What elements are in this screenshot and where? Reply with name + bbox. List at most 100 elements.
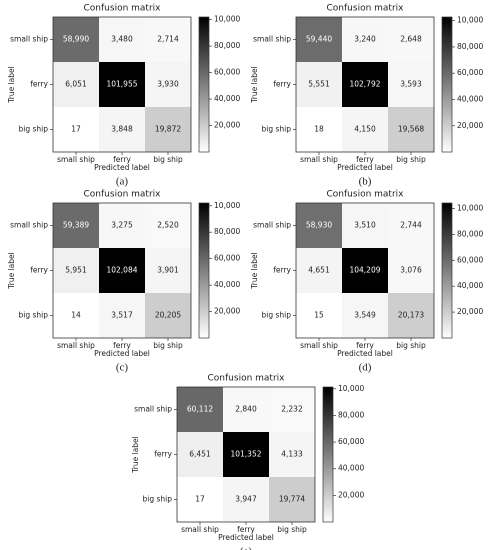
- cell-label: 2,840: [235, 405, 257, 414]
- cell: [177, 477, 223, 522]
- cell-label: 19,568: [398, 125, 424, 134]
- panel-label: (c): [116, 362, 129, 374]
- colorbar-tick-label: 10,000: [457, 203, 483, 212]
- cell-label: 2,232: [281, 405, 303, 414]
- y-axis-label: True label: [250, 66, 259, 103]
- colorbar-tick-label: 40,000: [457, 281, 483, 290]
- y-axis-label: True label: [7, 66, 16, 103]
- y-tick-label: big ship: [143, 495, 173, 504]
- cell: [53, 203, 99, 248]
- cell: [53, 17, 99, 62]
- y-tick-label: small ship: [10, 35, 48, 44]
- cell: [388, 203, 434, 248]
- colorbar-tick-label: 10,000: [338, 384, 364, 393]
- cell: [269, 387, 315, 432]
- cell: [145, 203, 191, 248]
- x-tick-label: small ship: [57, 155, 95, 164]
- colorbar-tick-label: 60,000: [214, 254, 240, 263]
- cell: [342, 107, 388, 152]
- cell-label: 19,774: [279, 495, 305, 504]
- cell-label: 101,352: [230, 450, 261, 459]
- cell: [99, 203, 145, 248]
- y-tick-label: big ship: [19, 311, 49, 320]
- cell-label: 5,551: [308, 80, 330, 89]
- cell-label: 3,076: [400, 266, 422, 275]
- x-axis-label: Predicted label: [337, 349, 393, 358]
- cell-label: 2,520: [157, 221, 179, 230]
- cell: [177, 432, 223, 477]
- cell-label: 60,112: [187, 405, 213, 414]
- cell: [53, 107, 99, 152]
- cell-label: 59,440: [306, 35, 332, 44]
- x-axis-label: Predicted label: [337, 163, 393, 172]
- colorbar-tick-label: 20,000: [457, 307, 483, 316]
- cell: [223, 477, 269, 522]
- colorbar-tick-label: 80,000: [457, 42, 483, 51]
- cell-label: 4,150: [354, 125, 376, 134]
- colorbar-tick-label: 60,000: [457, 68, 483, 77]
- cell: [296, 17, 342, 62]
- colorbar-tick-label: 40,000: [214, 94, 240, 103]
- colorbar-tick-label: 80,000: [214, 227, 240, 236]
- colorbar-tick-label: 20,000: [214, 121, 240, 130]
- cell-label: 58,930: [306, 221, 332, 230]
- colorbar-tick-label: 80,000: [214, 41, 240, 50]
- cell: [99, 62, 145, 107]
- cell: [296, 203, 342, 248]
- cell: [342, 203, 388, 248]
- colorbar-tick-label: 40,000: [338, 464, 364, 473]
- cell: [223, 432, 269, 477]
- cell-label: 3,240: [354, 35, 376, 44]
- cell-label: 4,133: [281, 450, 303, 459]
- x-tick-label: ferry: [113, 155, 131, 164]
- cell: [388, 107, 434, 152]
- cell-label: 6,051: [65, 80, 87, 89]
- cell-label: 3,480: [111, 35, 133, 44]
- y-tick-label: small ship: [134, 405, 172, 414]
- colorbar: [198, 202, 210, 339]
- cell: [296, 107, 342, 152]
- x-axis-label: Predicted label: [94, 349, 150, 358]
- cell-label: 2,744: [400, 221, 422, 230]
- y-tick-label: ferry: [273, 80, 291, 89]
- panel-title: Confusion matrix: [208, 374, 286, 384]
- colorbar-tick-label: 20,000: [457, 121, 483, 130]
- cell-label: 15: [314, 311, 324, 320]
- x-tick-label: small ship: [300, 341, 338, 350]
- cell: [223, 387, 269, 432]
- colorbar: [198, 16, 210, 153]
- y-tick-label: big ship: [19, 125, 49, 134]
- y-tick-label: ferry: [30, 80, 48, 89]
- x-tick-label: ferry: [356, 155, 374, 164]
- panel-label: (b): [359, 176, 372, 188]
- colorbar-tick-label: 40,000: [457, 94, 483, 103]
- y-axis-label: True label: [131, 436, 140, 473]
- cell: [99, 17, 145, 62]
- y-tick-label: ferry: [273, 266, 291, 275]
- x-axis-label: Predicted label: [94, 163, 150, 172]
- cell: [388, 62, 434, 107]
- x-tick-label: ferry: [356, 341, 374, 350]
- colorbar: [441, 16, 453, 153]
- cell-label: 102,084: [106, 266, 137, 275]
- x-axis-label: Predicted label: [218, 533, 274, 542]
- x-tick-label: small ship: [300, 155, 338, 164]
- panel-label: (e): [240, 546, 253, 550]
- y-tick-label: ferry: [154, 450, 172, 459]
- cell-label: 14: [71, 311, 81, 320]
- panel-title: Confusion matrix: [327, 4, 405, 14]
- cell: [388, 248, 434, 293]
- cell-label: 18: [314, 125, 324, 134]
- colorbar-tick-label: 80,000: [338, 410, 364, 419]
- cell: [99, 107, 145, 152]
- x-tick-label: big ship: [396, 155, 426, 164]
- cell: [53, 248, 99, 293]
- colorbar-tick-label: 20,000: [214, 307, 240, 316]
- panel: Confusion matrix 59,440 3,240 2,648 5,551 102…: [250, 4, 483, 188]
- colorbar-tick-label: 60,000: [457, 255, 483, 264]
- y-tick-label: big ship: [262, 125, 292, 134]
- cell: [145, 293, 191, 338]
- panel: Confusion matrix 58,930 3,510 2,744 4,651 104…: [250, 190, 483, 374]
- cell: [296, 62, 342, 107]
- panel: Confusion matrix 59,389 3,275 2,520 5,951 102…: [7, 190, 240, 374]
